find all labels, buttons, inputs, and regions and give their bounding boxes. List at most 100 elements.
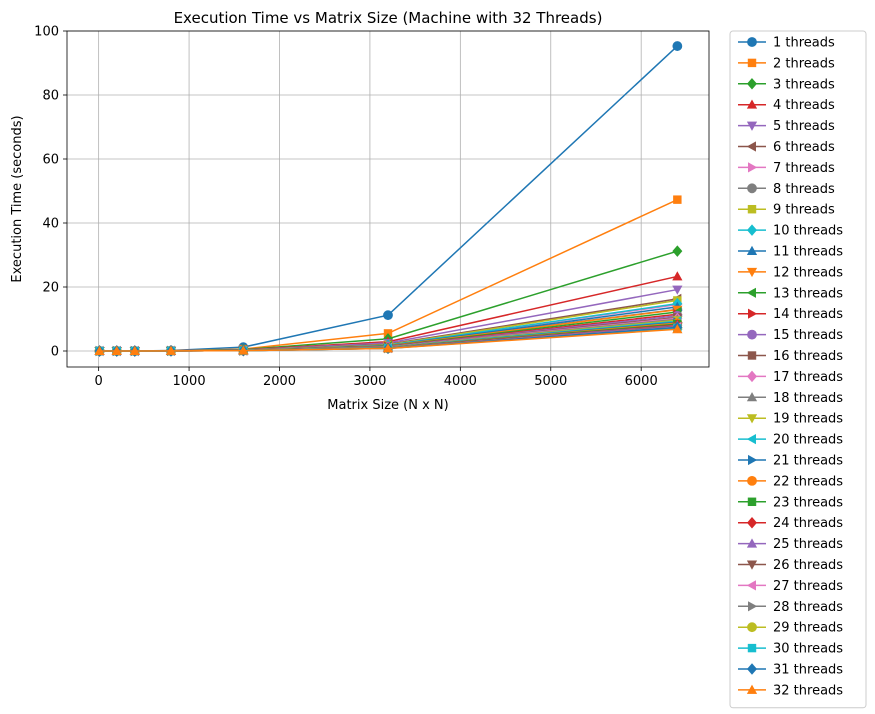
- x-tick-label: 0: [95, 374, 103, 389]
- legend-item: 4 threads: [738, 98, 835, 113]
- y-tick-label: 40: [42, 217, 59, 232]
- legend-label: 27 threads: [773, 579, 843, 594]
- legend-label: 3 threads: [773, 77, 835, 92]
- legend-item: 28 threads: [738, 600, 843, 615]
- legend-label: 16 threads: [773, 349, 843, 364]
- y-tick-label: 60: [42, 153, 59, 168]
- legend-label: 2 threads: [773, 56, 835, 71]
- legend-item: 19 threads: [738, 412, 843, 427]
- legend-label: 28 threads: [773, 600, 843, 615]
- legend-item: 10 threads: [738, 224, 843, 239]
- legend-label: 11 threads: [773, 245, 843, 260]
- x-tick-label: 1000: [173, 374, 206, 389]
- legend-marker: [747, 204, 757, 214]
- legend-label: 15 threads: [773, 328, 843, 343]
- legend-marker: [747, 497, 757, 507]
- legend-label: 26 threads: [773, 558, 843, 573]
- legend-marker: [746, 287, 756, 298]
- legend-item: 13 threads: [738, 286, 843, 301]
- legend-item: 22 threads: [738, 474, 843, 489]
- plot-frame: [66, 30, 710, 368]
- legend-item: 23 threads: [738, 495, 843, 510]
- legend-box: [729, 30, 867, 709]
- legend-item: 7 threads: [738, 161, 835, 176]
- x-tick-label: 5000: [534, 374, 567, 389]
- x-tick-label: 3000: [353, 374, 386, 389]
- legend-item: 8 threads: [738, 182, 835, 197]
- data-point: [672, 285, 683, 295]
- legend-marker: [747, 329, 757, 340]
- x-tick-label: 2000: [263, 374, 296, 389]
- x-axis-ticks: 0 1000 2000 3000 4000 5000 6000: [95, 367, 658, 389]
- y-tick-label: 100: [34, 25, 59, 40]
- legend-marker: [746, 433, 756, 445]
- data-point: [94, 345, 105, 355]
- legend-marker: [746, 684, 758, 694]
- data-point: [165, 345, 177, 355]
- legend-label: 29 threads: [773, 621, 843, 636]
- legend-marker: [747, 224, 757, 236]
- y-tick-label: 0: [51, 345, 59, 360]
- data-point: [383, 310, 393, 321]
- x-tick-label: 4000: [444, 374, 477, 389]
- legend-item: 15 threads: [738, 328, 843, 343]
- legend-item: 30 threads: [738, 642, 843, 657]
- data-point: [672, 271, 683, 281]
- legend-item: 25 threads: [738, 537, 843, 552]
- legend-item: 2 threads: [738, 56, 835, 71]
- legend-item: 17 threads: [738, 370, 843, 385]
- x-axis-label: Matrix Size (N x N): [327, 398, 448, 413]
- legend-item: 9 threads: [738, 203, 835, 218]
- legend-marker: [748, 162, 758, 173]
- legend-marker: [746, 121, 758, 131]
- legend-label: 12 threads: [773, 265, 843, 280]
- legend-marker: [748, 308, 758, 319]
- data-point: [673, 195, 682, 204]
- legend-marker: [746, 245, 758, 255]
- legend-marker: [747, 663, 757, 675]
- legend-marker: [747, 516, 757, 529]
- legend-item: 20 threads: [738, 433, 843, 448]
- legend-label: 9 threads: [773, 203, 835, 218]
- legend-label: 22 threads: [773, 474, 843, 489]
- legend-marker: [747, 475, 757, 486]
- legend-label: 7 threads: [773, 161, 835, 176]
- legend-label: 25 threads: [773, 537, 843, 552]
- legend-item: 27 threads: [738, 579, 843, 594]
- legend-label: 6 threads: [773, 140, 835, 155]
- legend-item: 3 threads: [738, 77, 835, 92]
- legend-label: 30 threads: [773, 642, 843, 657]
- data-point: [238, 345, 249, 355]
- legend-label: 19 threads: [773, 412, 843, 427]
- y-tick-label: 80: [42, 89, 59, 104]
- data-point: [111, 345, 122, 355]
- x-tick-label: 6000: [625, 374, 658, 389]
- legend-marker: [747, 370, 757, 383]
- series-1: [94, 41, 683, 356]
- legend-marker: [747, 183, 757, 194]
- legend-label: 23 threads: [773, 495, 843, 510]
- legend-item: 24 threads: [738, 516, 843, 531]
- legend-marker: [746, 560, 758, 570]
- legend-item: 21 threads: [738, 454, 843, 469]
- legend-item: 16 threads: [738, 349, 843, 364]
- legend-marker: [748, 454, 758, 466]
- y-axis-ticks: 0 20 40 60 80 100: [34, 25, 67, 360]
- legend-label: 20 threads: [773, 433, 843, 448]
- data-point: [672, 245, 683, 257]
- legend-item: 29 threads: [738, 621, 843, 636]
- legend-label: 10 threads: [773, 224, 843, 239]
- legend-item: 32 threads: [738, 683, 843, 698]
- legend: 1 threads 2 threads 3 threads 4 threads 5 th…: [729, 30, 867, 709]
- legend-item: 12 threads: [738, 265, 843, 280]
- legend-label: 32 threads: [773, 683, 843, 698]
- legend-marker: [746, 414, 758, 424]
- legend-label: 21 threads: [773, 454, 843, 469]
- legend-item: 26 threads: [738, 558, 843, 573]
- data-point: [672, 324, 683, 334]
- legend-marker: [747, 58, 757, 68]
- data-point: [672, 41, 683, 51]
- legend-marker: [746, 580, 756, 591]
- legend-marker: [747, 643, 757, 653]
